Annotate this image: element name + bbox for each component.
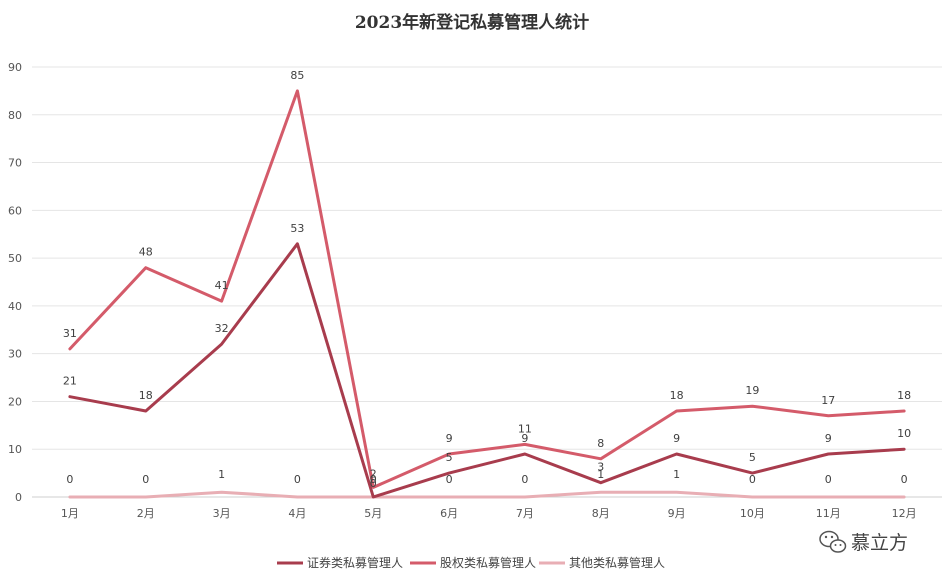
data-label: 0 — [370, 473, 377, 486]
x-axis-ticks: 1月 2月 3月 4月 5月 6月 7月 8月 9月 10月 11月 12月 — [61, 507, 917, 520]
y-axis-ticks: 0 10 20 30 40 50 60 70 80 90 — [8, 61, 22, 504]
y-tick-label: 50 — [8, 252, 22, 265]
data-label: 18 — [139, 389, 153, 402]
x-tick-label: 4月 — [288, 507, 306, 520]
y-tick-label: 40 — [8, 300, 22, 313]
data-label: 48 — [139, 246, 153, 259]
data-label: 2 — [370, 467, 377, 480]
data-label: 10 — [897, 427, 911, 440]
data-label: 53 — [290, 222, 304, 235]
y-tick-label: 10 — [8, 443, 22, 456]
legend-label: 其他类私募管理人 — [569, 555, 665, 570]
x-tick-label: 3月 — [213, 507, 231, 520]
y-tick-label: 70 — [8, 157, 22, 170]
x-tick-label: 6月 — [440, 507, 458, 520]
chart-title: 2023年新登记私募管理人统计 — [355, 12, 589, 33]
x-tick-label: 1月 — [61, 507, 79, 520]
data-label: 9 — [673, 432, 680, 445]
wechat-icon — [819, 530, 847, 553]
series-line-0 — [68, 242, 906, 499]
y-tick-label: 60 — [8, 204, 22, 217]
data-label: 18 — [897, 389, 911, 402]
x-tick-label: 5月 — [364, 507, 382, 520]
watermark: 慕立方 — [819, 530, 908, 554]
data-label: 9 — [521, 432, 528, 445]
data-label: 0 — [825, 473, 832, 486]
legend-label: 股权类私募管理人 — [440, 555, 536, 570]
y-tick-label: 90 — [8, 61, 22, 74]
data-label: 0 — [749, 473, 756, 486]
series-line-1 — [68, 89, 906, 489]
data-label: 0 — [446, 473, 453, 486]
y-tick-label: 30 — [8, 348, 22, 361]
data-label: 31 — [63, 327, 77, 340]
data-label: 0 — [901, 473, 908, 486]
x-tick-label: 8月 — [592, 507, 610, 520]
grid-lines — [32, 66, 942, 498]
data-label: 41 — [215, 279, 229, 292]
x-tick-label: 10月 — [740, 507, 765, 520]
series-lines — [68, 89, 906, 499]
data-label: 18 — [670, 389, 684, 402]
data-label: 0 — [370, 477, 377, 490]
data-label: 0 — [294, 473, 301, 486]
y-tick-label: 80 — [8, 109, 22, 122]
data-label: 17 — [821, 394, 835, 407]
data-label: 19 — [745, 384, 759, 397]
data-label: 9 — [446, 432, 453, 445]
data-label: 3 — [597, 461, 604, 474]
legend-label: 证券类私募管理人 — [307, 555, 403, 570]
data-label: 0 — [521, 473, 528, 486]
data-label: 32 — [215, 322, 229, 335]
legend: 证券类私募管理人 股权类私募管理人 其他类私募管理人 — [277, 555, 665, 570]
x-tick-label: 12月 — [892, 507, 917, 520]
y-tick-label: 20 — [8, 395, 22, 408]
data-label: 8 — [597, 437, 604, 450]
data-label: 21 — [63, 375, 77, 388]
data-label: 5 — [446, 451, 453, 464]
data-label: 5 — [749, 451, 756, 464]
y-tick-label: 0 — [15, 491, 22, 504]
data-label: 1 — [597, 468, 604, 481]
x-tick-label: 7月 — [516, 507, 534, 520]
series-line-2 — [68, 490, 906, 499]
data-label: 0 — [66, 473, 73, 486]
data-label: 1 — [673, 468, 680, 481]
data-label: 1 — [218, 468, 225, 481]
data-label: 0 — [142, 473, 149, 486]
data-label: 85 — [290, 69, 304, 82]
x-tick-label: 9月 — [668, 507, 686, 520]
x-tick-label: 2月 — [137, 507, 155, 520]
watermark-text: 慕立方 — [851, 532, 908, 554]
data-label: 9 — [825, 432, 832, 445]
data-label: 11 — [518, 422, 532, 435]
x-tick-label: 11月 — [816, 507, 841, 520]
